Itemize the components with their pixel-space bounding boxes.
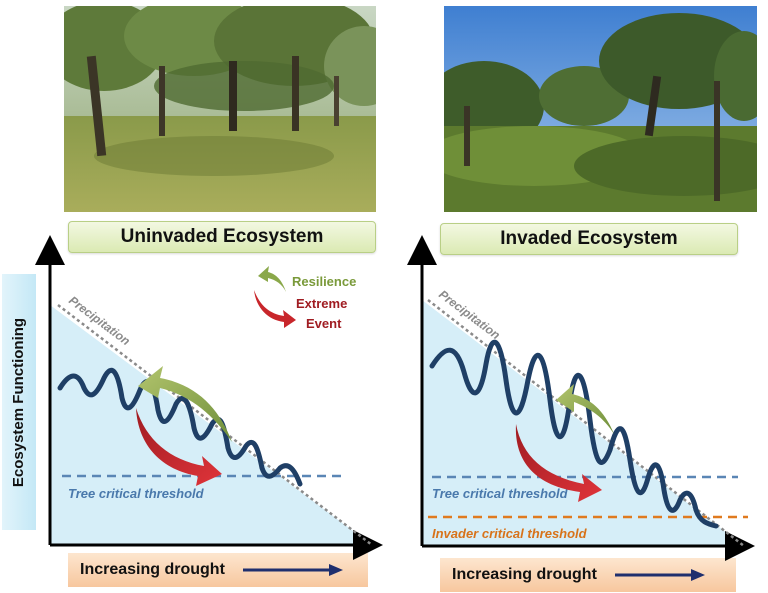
x-axis-label-left: Increasing drought	[68, 553, 368, 587]
left-resilience-arrow	[138, 366, 232, 442]
legend-extreme-event-arrow	[254, 290, 296, 328]
invaded-photo	[444, 6, 757, 212]
x-axis-label-right: Increasing drought	[440, 558, 736, 592]
legend-extreme-event-label-2: Event	[306, 316, 342, 331]
legend-extreme-event-label-1: Extreme	[296, 296, 347, 311]
y-axis-label: Ecosystem Functioning	[2, 274, 36, 530]
right-extreme-event-arrow	[515, 424, 602, 502]
invaded-title: Invaded Ecosystem	[440, 223, 738, 255]
right-arrow-icon	[614, 569, 705, 581]
left-extreme-event-arrow	[136, 408, 222, 486]
right-resilience-arrow	[556, 384, 614, 434]
right-invader-threshold-label: Invader critical threshold	[432, 526, 588, 541]
right-precipitation-line	[427, 299, 745, 547]
right-tree-threshold-label: Tree critical threshold	[432, 486, 569, 501]
legend-resilience-arrow	[258, 266, 286, 292]
left-functioning-wave	[57, 367, 303, 487]
left-tree-threshold-label: Tree critical threshold	[68, 486, 205, 501]
legend-resilience-label: Resilience	[292, 274, 356, 289]
right-functioning-wave	[429, 339, 719, 529]
uninvaded-title: Uninvaded Ecosystem	[68, 221, 376, 253]
right-arrow-icon	[242, 564, 343, 576]
uninvaded-photo	[64, 6, 376, 212]
